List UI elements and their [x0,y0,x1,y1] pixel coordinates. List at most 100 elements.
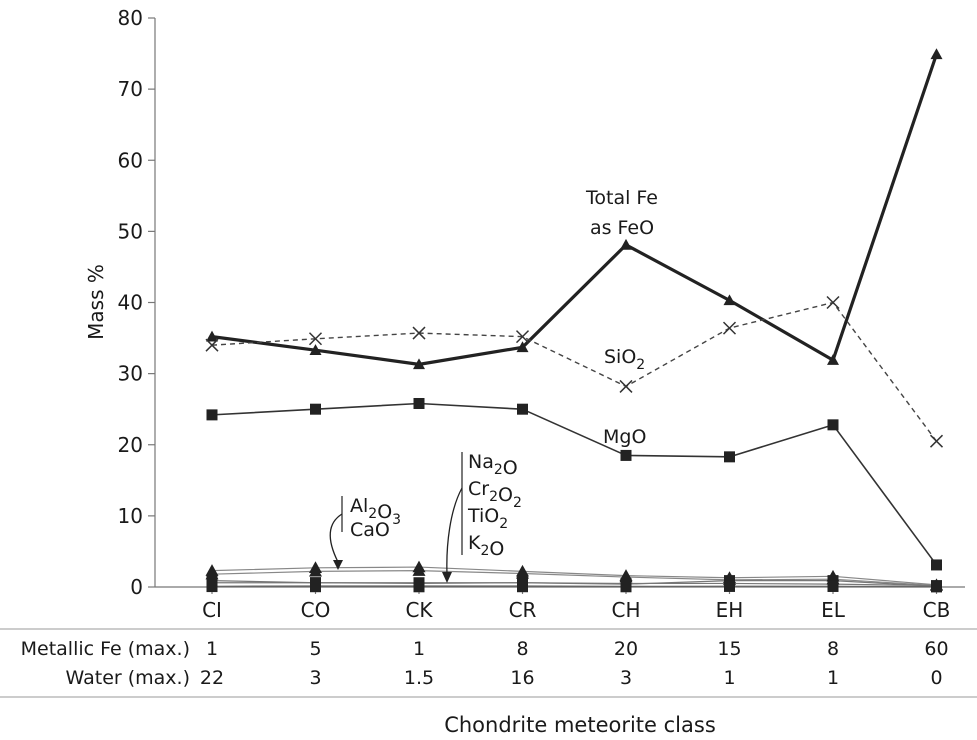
series-markers [205,48,944,593]
x-marker-stroke [515,330,530,344]
table-cell: 3 [309,667,321,689]
x-axis-label: Chondrite meteorite class [444,713,716,737]
y-tick-label: 80 [118,6,143,30]
annotation-label-right: Cr2O2 [468,478,522,511]
series-point-k2o [827,580,839,592]
series-point-sio2 [205,338,219,352]
table-cell: 3 [620,667,632,689]
annotation-arrow [329,513,343,563]
y-axis-label: Mass % [84,264,108,340]
y-tick-label: 10 [118,504,143,528]
annotation-arrowhead [333,560,343,570]
annotation-label-right: K2O [468,532,504,560]
series-point-k2o [206,581,218,593]
y-tick-label: 0 [130,575,143,599]
series-point-mgo [620,449,632,461]
series-line-cr2o2 [212,582,937,587]
y-tick-label: 40 [118,291,143,315]
series-point-total-fe-as-feo [309,344,322,355]
table-cell: 1 [723,667,735,689]
x-tick-label: EH [716,598,744,622]
x-tick-label: CB [923,598,951,622]
annotation-label-right: TiO2 [467,505,508,532]
table-cell: 16 [510,667,534,689]
annotation-label-left: Al2O3 [350,495,401,528]
table-cell: 1 [206,638,218,660]
y-tick-label: 60 [118,148,143,172]
x-marker-stroke [619,379,633,393]
series-point-cao [412,564,426,576]
x-tick-label: CR [509,598,537,622]
y-tick-label: 20 [118,433,143,457]
series-point-total-fe-as-feo [620,238,632,250]
series-line-mgo [211,402,938,566]
y-tick-label: 50 [118,219,143,243]
annotation-total-fe: as FeO [590,217,654,239]
series-line-cao [211,570,937,587]
series-point-mgo [724,451,735,463]
series-point-total-fe-as-feo [827,354,839,365]
series-point-total-fe-as-feo [930,48,943,60]
annotation-label-left: CaO [350,519,390,541]
table-cell: 0 [930,667,942,689]
annotation-total-fe: Total Fe [585,187,658,209]
annotation-sio2: SiO2 [604,346,645,373]
series-point-sio2 [308,332,323,346]
x-tick-label: CO [301,598,331,622]
x-marker-stroke [308,332,323,346]
series-point-sio2 [515,330,530,344]
table-row-label: Water (max.) [66,667,190,689]
series-point-sio2 [619,379,633,393]
x-tick-label: EL [821,598,846,622]
series-point-mgo [206,409,218,421]
axes: 0 10 20 30 40 50 60 70 80 CI CO CK CR CH EH EL CB Mass % [84,6,965,622]
annotation-arrow [446,487,463,575]
table-cell: 1 [827,667,839,689]
x-marker-stroke [412,326,426,340]
annotation-mgo: MgO [603,426,646,448]
series-point-total-fe-as-feo [413,358,425,370]
series-point-mgo [931,559,942,571]
series-point-total-fe-as-feo [516,341,529,353]
x-tick-label: CH [611,598,640,622]
series-point-sio2 [412,326,426,340]
series-point-k2o [931,581,942,593]
series-point-sio2 [826,295,840,310]
series-point-cao [309,564,322,577]
series-point-k2o [620,581,632,593]
x-tick-label: CK [405,598,433,622]
table-cell: 8 [516,638,528,660]
table-row-label: Metallic Fe (max.) [21,638,190,660]
table-cell: 5 [309,638,321,660]
series-point-k2o [413,581,425,593]
series-point-mgo [413,397,425,409]
series-point-k2o [310,581,321,593]
series-point-total-fe-as-feo [206,330,218,342]
x-marker-stroke [929,434,944,448]
table-cell: 20 [614,638,638,660]
y-tick-label: 70 [118,77,143,101]
table-cell: 22 [200,667,224,689]
series-line-total-fe-as-feo [211,53,939,366]
series-point-sio2 [929,434,944,448]
table-cell: 15 [717,638,741,660]
series-line-sio2 [211,301,938,442]
table-cell: 1 [413,638,425,660]
x-marker-stroke [205,338,219,352]
y-tick-label: 30 [118,362,143,386]
series-point-mgo [310,403,321,415]
annotation-label-right: Na2O [468,451,518,479]
table-cell: 60 [924,638,948,660]
series-line-al2o3 [211,566,937,586]
series-point-sio2 [722,321,737,335]
series-point-k2o [517,581,528,593]
table-cell: 1.5 [404,667,434,689]
x-marker-stroke [826,295,840,310]
series-point-mgo [827,419,839,431]
table-cell: 8 [827,638,839,660]
series-point-k2o [724,580,735,592]
series-lines [211,53,939,588]
